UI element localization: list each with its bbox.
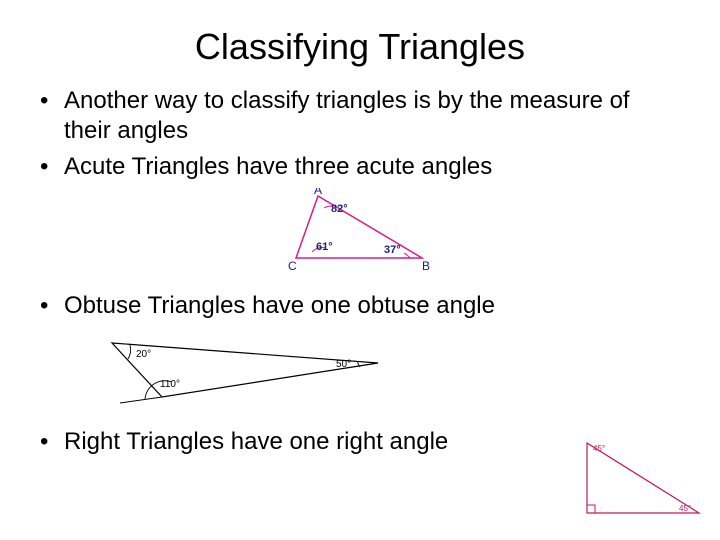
obtuse-triangle-svg: 20° 50° 110° xyxy=(100,327,390,412)
bullet-2: Acute Triangles have three acute angles xyxy=(40,152,676,182)
obtuse-arc-p1 xyxy=(128,345,131,359)
right-angle-r1: 45° xyxy=(593,444,605,453)
acute-angle-c-label: 61° xyxy=(316,241,333,253)
acute-angle-b-label: 37° xyxy=(384,244,401,256)
obtuse-angle-p1: 20° xyxy=(136,349,151,360)
acute-vertex-a: A xyxy=(314,188,322,197)
obtuse-triangle-figure: 20° 50° 110° xyxy=(100,327,720,417)
slide-title: Classifying Triangles xyxy=(0,0,720,86)
bullet-list-2: Obtuse Triangles have one obtuse angle xyxy=(28,291,720,321)
obtuse-angle-p2: 50° xyxy=(336,359,351,370)
obtuse-triangle-shape xyxy=(112,343,378,397)
right-triangle-shape xyxy=(587,443,699,513)
acute-triangle-figure: 82° 61° 37° A B C xyxy=(0,188,720,281)
bullet-list: Another way to classify triangles is by … xyxy=(28,86,720,182)
slide: Classifying Triangles Another way to cla… xyxy=(0,0,720,540)
right-angle-r3: 45° xyxy=(679,504,691,513)
right-triangle-svg: 45° 45° xyxy=(573,437,708,522)
obtuse-ext-line xyxy=(120,397,162,403)
bullet-1: Another way to classify triangles is by … xyxy=(40,86,676,146)
right-angle-square-icon xyxy=(587,505,595,513)
acute-triangle-shape xyxy=(296,196,422,258)
acute-triangle-svg: 82° 61° 37° A B C xyxy=(286,188,434,276)
acute-vertex-b: B xyxy=(422,259,430,273)
obtuse-angle-p3: 110° xyxy=(160,379,180,390)
acute-vertex-c: C xyxy=(288,259,297,273)
acute-angle-a-label: 82° xyxy=(331,203,348,215)
bullet-3: Obtuse Triangles have one obtuse angle xyxy=(40,291,676,321)
